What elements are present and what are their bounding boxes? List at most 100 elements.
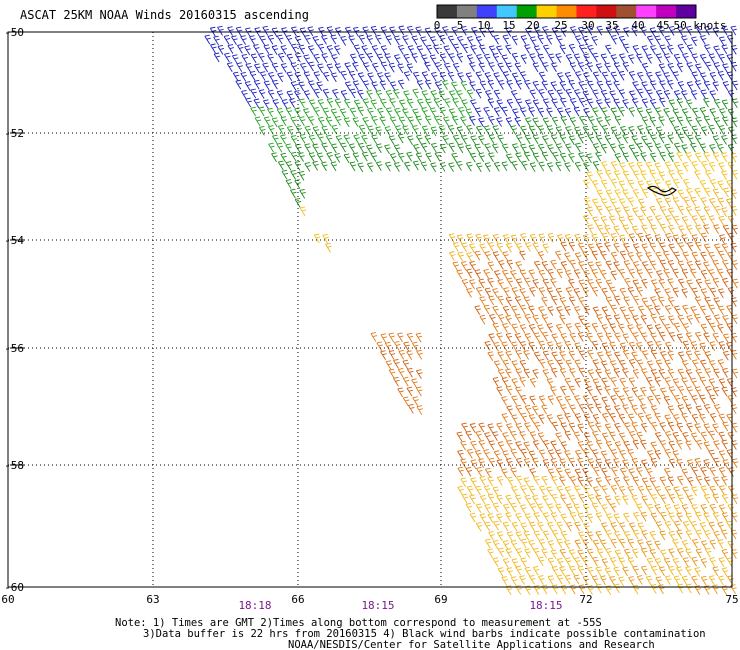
wind-barb (677, 368, 685, 379)
wind-barb (420, 161, 428, 172)
wind-barb (592, 539, 600, 550)
wind-barb (253, 79, 261, 90)
wind-barb (407, 403, 415, 414)
wind-barb (691, 556, 698, 567)
wind-barb (389, 98, 396, 108)
wind-barb (604, 423, 612, 434)
wind-barb (376, 341, 383, 352)
wind-barb (227, 44, 235, 54)
wind-barb (703, 332, 710, 343)
wind-barb (709, 179, 717, 189)
wind-barb (465, 430, 472, 441)
wind-barb (565, 126, 572, 136)
wind-barb (564, 468, 571, 479)
wind-barb (640, 206, 647, 217)
wind-barb (546, 414, 554, 424)
wind-barb (618, 268, 626, 279)
wind-barb (637, 395, 644, 405)
wind-barb (511, 378, 518, 388)
wind-barb (330, 108, 338, 119)
wind-barb (511, 72, 519, 83)
wind-barb (397, 63, 404, 74)
wind-barb (529, 431, 537, 441)
wind-barb (551, 493, 558, 504)
wind-barb (591, 449, 599, 459)
wind-barb (654, 394, 662, 405)
wind-barb (622, 170, 630, 181)
wind-barb (654, 288, 661, 298)
wind-barb (574, 35, 582, 45)
wind-barb (542, 243, 549, 254)
wind-barb (415, 26, 422, 37)
wind-barb (637, 232, 644, 243)
wind-barb (703, 206, 711, 216)
wind-barb (631, 135, 638, 145)
wind-barb (456, 36, 464, 46)
wind-barb (312, 35, 319, 46)
wind-barb (317, 99, 325, 109)
wind-barb (478, 458, 485, 468)
wind-barb (505, 458, 513, 468)
wind-barb (574, 377, 581, 388)
wind-barb (241, 54, 248, 64)
wind-barb (691, 71, 698, 82)
wind-barb (731, 117, 738, 128)
wind-barb (663, 89, 671, 100)
wind-barb (717, 268, 724, 279)
wind-barb (379, 80, 387, 91)
wind-barb (569, 98, 577, 108)
wind-barb (493, 161, 501, 172)
wind-barb (515, 584, 522, 595)
wind-barb (325, 116, 333, 127)
wind-barb (722, 459, 730, 469)
wind-barb (650, 313, 657, 324)
wind-barb (663, 250, 670, 261)
wind-barb (632, 332, 639, 342)
wind-barb (496, 332, 503, 343)
wind-barb (223, 35, 231, 45)
wind-barb (655, 521, 663, 531)
wind-barb (519, 431, 526, 441)
wind-barb (487, 277, 494, 288)
wind-barb (484, 432, 491, 442)
wind-barb (497, 295, 504, 306)
wind-barb (622, 43, 630, 54)
wind-barb (681, 144, 688, 154)
wind-barb (285, 143, 292, 154)
wind-barb (550, 134, 558, 144)
wind-barb (685, 152, 693, 162)
wind-barb (510, 576, 518, 586)
wind-barb (709, 143, 716, 154)
wind-barb (655, 576, 663, 587)
wind-barb (568, 135, 576, 146)
wind-barb (659, 151, 666, 162)
wind-barb (461, 493, 469, 504)
wind-barb (619, 306, 627, 317)
wind-barb (677, 314, 685, 325)
wind-barb (402, 125, 409, 136)
wind-barb (394, 107, 401, 118)
wind-barb (664, 304, 672, 315)
wind-barb (650, 494, 658, 504)
wind-barb (460, 116, 467, 126)
wind-barb (676, 439, 683, 450)
wind-barb (568, 457, 576, 468)
wind-barb (641, 332, 648, 343)
wind-barb (628, 71, 636, 81)
wind-barb (665, 233, 672, 243)
wind-barb (660, 350, 667, 361)
wind-barb (721, 567, 729, 577)
wind-barb (647, 450, 654, 460)
wind-barb (523, 296, 531, 307)
wind-barb (560, 333, 568, 343)
wind-barb (538, 340, 545, 351)
wind-barb (588, 116, 595, 126)
wind-barb (493, 89, 501, 100)
wind-barb (254, 27, 261, 37)
wind-barb (646, 35, 654, 46)
wind-barb (506, 531, 514, 542)
wind-barb (659, 44, 666, 55)
wind-barb (542, 459, 550, 469)
wind-barb (600, 215, 608, 226)
wind-barb (691, 107, 699, 118)
